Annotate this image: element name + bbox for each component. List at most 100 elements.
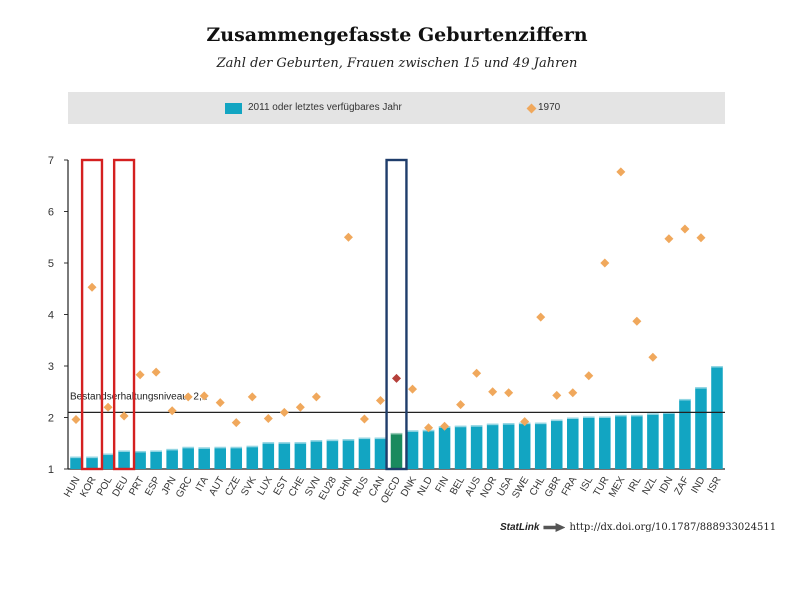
- bar-highlight-svk: [246, 445, 259, 448]
- marker-che: [295, 402, 305, 412]
- bar-aus: [470, 425, 483, 469]
- marker-chl: [536, 312, 546, 322]
- x-tick-label-kor: KOR: [78, 475, 98, 499]
- bar-isl: [583, 416, 595, 469]
- marker-swe: [520, 417, 530, 427]
- marker-mex: [616, 167, 626, 177]
- x-tick-label-lux: LUX: [256, 475, 275, 498]
- x-tick-label-gbr: GBR: [543, 475, 563, 499]
- bar-highlight-tur: [599, 416, 611, 418]
- bar-chl: [534, 422, 547, 469]
- marker-aut: [215, 398, 225, 408]
- bar-highlight-isr: [711, 366, 723, 368]
- legend-bar-swatch: [225, 103, 242, 114]
- marker-dnk: [408, 384, 418, 394]
- bar-highlight-zaf: [679, 398, 691, 401]
- bar-highlight-est: [278, 442, 291, 444]
- bar-highlight-nor: [486, 423, 499, 426]
- bar-highlight-idn: [663, 412, 675, 414]
- bar-highlight-chl: [534, 422, 547, 425]
- x-tick-label-nld: NLD: [416, 475, 436, 498]
- bar-highlight-svn: [310, 440, 323, 442]
- bar-deu: [118, 450, 130, 469]
- marker-zaf: [680, 224, 690, 234]
- bar-highlight-grc: [182, 446, 194, 449]
- bar-highlight-can: [374, 437, 387, 440]
- statlink-brand: StatLink: [500, 522, 540, 533]
- x-tick-label-dnk: DNK: [399, 475, 419, 499]
- bar-mex: [615, 414, 627, 469]
- bar-highlight-isl: [583, 416, 595, 418]
- x-tick-label-deu: DEU: [111, 475, 131, 499]
- marker-fra: [568, 388, 578, 398]
- bar-jpn: [166, 448, 178, 469]
- marker-prt: [135, 370, 145, 380]
- bar-lux: [262, 442, 275, 469]
- marker-bel: [456, 400, 466, 410]
- highlight-box-kor: [80, 158, 104, 471]
- marker-idn: [664, 234, 674, 244]
- statlink-url[interactable]: http://dx.doi.org/10.1787/888933024511: [569, 522, 777, 533]
- x-tick-label-che: CHE: [287, 475, 307, 499]
- y-tick-label: 1: [48, 464, 54, 476]
- bar-dnk: [406, 430, 419, 469]
- bar-prt: [134, 450, 146, 469]
- bar-fin: [438, 426, 451, 469]
- marker-gbr: [552, 390, 562, 400]
- chart-subtitle: Zahl der Geburten, Frauen zwischen 15 un…: [216, 56, 578, 71]
- marker-oecd: [392, 373, 401, 383]
- bar-che: [294, 442, 307, 469]
- marker-tur: [600, 258, 610, 268]
- marker-svk: [247, 392, 257, 402]
- bar-highlight-esp: [150, 450, 162, 452]
- chart-title: Zusammengefasste Geburtenziffern: [206, 24, 588, 46]
- marker-pol: [103, 402, 113, 412]
- y-tick-label: 5: [48, 258, 54, 270]
- marker-ind: [696, 233, 706, 243]
- bar-highlight-aut: [214, 446, 227, 449]
- marker-nld: [424, 423, 434, 433]
- bar-highlight-aus: [470, 425, 483, 427]
- marker-chn: [343, 232, 353, 242]
- marker-irl: [632, 316, 642, 326]
- marker-deu: [119, 411, 129, 421]
- statlink[interactable]: StatLink http://dx.doi.org/10.1787/888933…: [500, 522, 776, 533]
- bar-pol: [102, 453, 114, 469]
- highlight-box-oecd: [385, 158, 408, 471]
- bar-chn: [342, 439, 355, 469]
- bar-irl: [631, 414, 643, 469]
- bar-highlight-bel: [454, 425, 467, 428]
- x-tick-label-eu28: EU28: [317, 475, 339, 503]
- bar-rus: [358, 437, 371, 469]
- x-tick-label-mex: MEX: [607, 475, 628, 500]
- marker-est: [279, 407, 289, 417]
- marker-kor: [87, 282, 97, 292]
- marker-can: [375, 396, 385, 406]
- x-tick-label-nzl: NZL: [641, 475, 660, 497]
- bar-highlight-nzl: [647, 413, 659, 415]
- bar-ita: [198, 447, 210, 469]
- bar-nor: [486, 423, 499, 469]
- bar-highlight-dnk: [406, 430, 419, 432]
- bar-highlight-ind: [695, 387, 707, 389]
- x-tick-label-prt: PRT: [127, 475, 146, 498]
- x-tick-label-cze: CZE: [223, 475, 243, 498]
- marker-jpn: [167, 406, 177, 416]
- legend: 2011 oder letztes verfügbares Jahr 1970: [68, 92, 725, 124]
- bar-grc: [182, 446, 194, 469]
- y-tick-label: 4: [48, 310, 54, 322]
- x-tick-label-swe: SWE: [510, 475, 531, 501]
- bar-idn: [663, 412, 675, 469]
- legend-bar-label: 2011 oder letztes verfügbares Jahr: [248, 102, 402, 113]
- x-tick-label-svk: SVK: [239, 475, 259, 498]
- marker-usa: [504, 388, 514, 398]
- bar-highlight-oecd: [390, 432, 403, 435]
- bar-zaf: [679, 398, 691, 469]
- bar-highlight-che: [294, 442, 307, 444]
- bar-highlight-eu28: [326, 439, 339, 442]
- marker-ita: [199, 391, 209, 401]
- bar-fra: [566, 417, 579, 469]
- highlight-box-deu: [112, 158, 136, 471]
- bar-esp: [150, 450, 162, 469]
